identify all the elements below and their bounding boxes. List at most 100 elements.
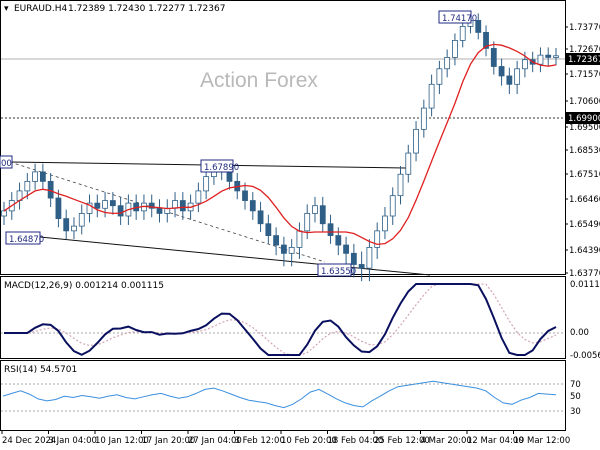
candle-body xyxy=(71,225,77,232)
candle-body xyxy=(490,48,497,67)
candle-body xyxy=(102,200,108,209)
candle-body xyxy=(304,213,311,232)
candle-body xyxy=(63,218,70,232)
lower-trendline xyxy=(39,236,431,276)
annotation-low: 1.63550 xyxy=(317,263,356,277)
rsi-label: RSI(14) 54.5701 xyxy=(4,365,77,375)
candle-body xyxy=(452,40,458,58)
candle-body xyxy=(288,246,295,254)
candle-body xyxy=(436,68,443,85)
candle-body xyxy=(428,83,435,109)
candle-body xyxy=(249,200,256,212)
candle-body xyxy=(1,210,7,217)
candle-body xyxy=(366,246,373,269)
candle-body xyxy=(32,171,38,182)
candle-body xyxy=(257,210,264,225)
time-tick: 3 Feb 12:00 xyxy=(235,436,285,446)
dashed-trendline xyxy=(9,161,326,263)
candle-body xyxy=(335,235,342,246)
annotation-mid-high: 1.67890 xyxy=(200,159,239,173)
candle-body xyxy=(514,68,521,85)
candle-body xyxy=(459,25,466,41)
svg-text:1.69900: 1.69900 xyxy=(568,114,600,124)
candle-body xyxy=(319,205,326,225)
candle-body xyxy=(39,171,46,182)
candle-body xyxy=(444,57,451,70)
candle-body xyxy=(537,54,544,65)
svg-text:1.63550: 1.63550 xyxy=(321,267,356,277)
candle-body xyxy=(498,66,505,77)
candle-body xyxy=(203,176,210,192)
price-tick: 1.73770 xyxy=(569,23,600,33)
candle-body xyxy=(405,152,412,175)
ohlc-values: 1.72389 1.72430 1.72277 1.72367 xyxy=(68,4,225,14)
macd-tick-2: -0.005639 xyxy=(570,351,600,361)
time-tick: 25 Feb 12:00 xyxy=(374,436,430,446)
price-tick: 1.72670 xyxy=(569,45,600,55)
candle-body xyxy=(94,202,101,209)
candle-body xyxy=(382,215,388,232)
time-tick: 24 Dec 2024 xyxy=(2,436,56,446)
candle-body xyxy=(483,32,489,49)
candle-body xyxy=(350,252,357,265)
candle-body xyxy=(397,173,404,197)
time-tick: 10 Feb 20:00 xyxy=(281,436,337,446)
price-tick: 1.70600 xyxy=(569,97,600,107)
annotation-left-high: 00 xyxy=(0,155,13,169)
candle-body xyxy=(24,180,31,192)
candle-body xyxy=(273,235,280,246)
svg-text:1.64870: 1.64870 xyxy=(9,235,44,245)
candle-body xyxy=(475,19,482,33)
price-tick: 1.66460 xyxy=(569,195,600,205)
svg-text:1.72367: 1.72367 xyxy=(568,55,600,65)
candle-body xyxy=(413,128,419,154)
macd-tick-1: 0.00 xyxy=(570,328,589,338)
price-panel xyxy=(0,0,566,275)
svg-text:1.74170: 1.74170 xyxy=(442,14,477,24)
svg-text:1.67890: 1.67890 xyxy=(204,163,239,173)
candle-body xyxy=(172,200,178,209)
candle-body xyxy=(55,197,62,219)
candle-body xyxy=(506,75,513,85)
candle-body xyxy=(242,190,248,201)
candle-body xyxy=(148,202,155,209)
price-tick: 1.67510 xyxy=(569,170,600,180)
candle-body xyxy=(117,205,124,217)
annotation-left-low: 1.64870 xyxy=(5,231,44,245)
candle-body xyxy=(226,171,233,182)
header-arrow: ▾ xyxy=(4,4,9,14)
macd-tick-0: 0.011146 xyxy=(570,280,600,290)
macd-line xyxy=(4,283,557,356)
candle-body xyxy=(78,213,85,227)
price-tick: 1.71570 xyxy=(569,70,600,80)
candle-body xyxy=(389,195,396,217)
price-tick: 1.69500 xyxy=(569,123,600,133)
time-tick: 18 Feb 04:00 xyxy=(328,436,384,446)
candle-body xyxy=(343,244,349,254)
macd-panel xyxy=(0,276,566,359)
time-tick: 4 Mar 20:00 xyxy=(421,436,472,446)
candle-body xyxy=(522,59,528,70)
price-tick: 1.64390 xyxy=(569,246,600,256)
symbol-label: EURAUD.H4 xyxy=(14,4,67,14)
time-tick: 3 Jan 04:00 xyxy=(49,436,97,446)
time-tick: 27 Jan 04:00 xyxy=(188,436,242,446)
watermark: Action Forex xyxy=(200,69,318,92)
candle-body xyxy=(195,190,202,204)
candle-body xyxy=(296,230,303,248)
rsi-tick-70: 70 xyxy=(570,380,581,390)
time-tick: 10 Jan 12:00 xyxy=(95,436,149,446)
candle-body xyxy=(312,205,318,214)
candle-body xyxy=(374,230,381,248)
candle-body xyxy=(553,55,559,58)
time-tick: 12 Mar 04:00 xyxy=(467,436,524,446)
annotation-high: 1.74170 xyxy=(438,10,477,24)
time-tick: 17 Jan 20:00 xyxy=(142,436,196,446)
price-tick: 1.68530 xyxy=(569,146,600,156)
candle-body xyxy=(265,223,272,236)
price-tick: 1.63770 xyxy=(569,269,600,279)
candle-body xyxy=(156,207,163,214)
candle-body xyxy=(86,202,93,214)
